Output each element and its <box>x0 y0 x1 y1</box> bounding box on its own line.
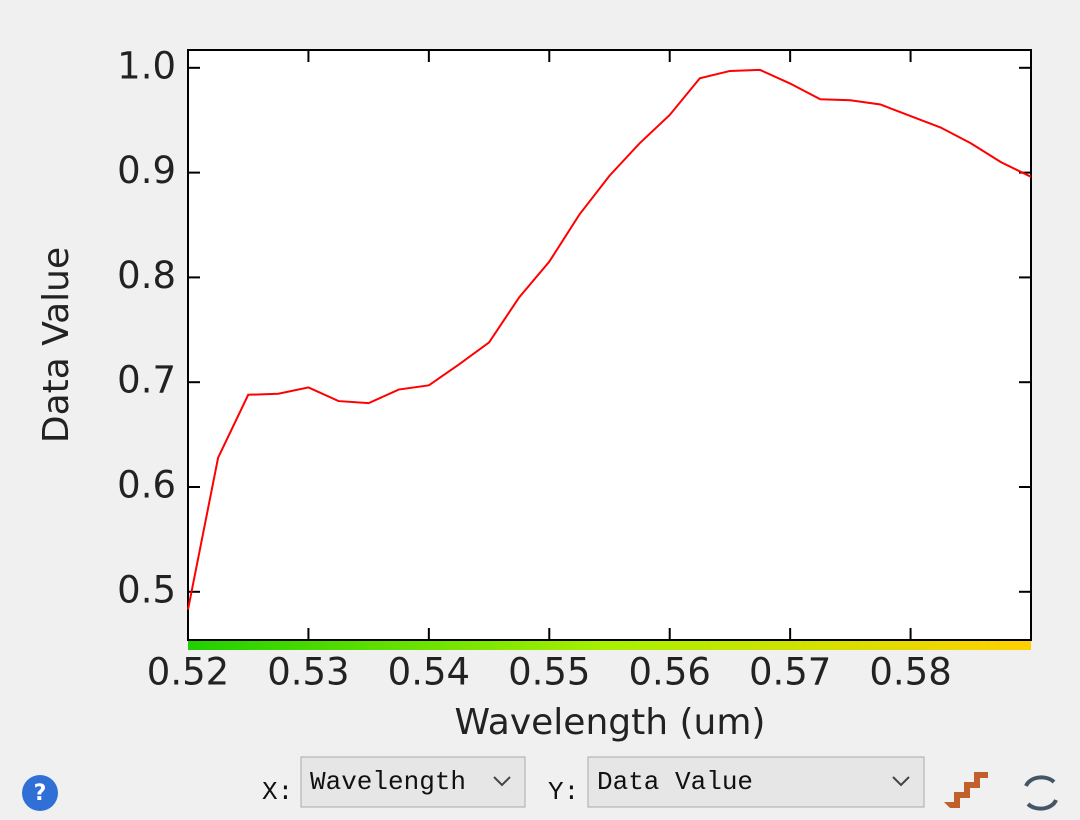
plot-area <box>188 50 1031 640</box>
x-tick-label: 0.53 <box>267 651 349 694</box>
help-icon[interactable] <box>22 775 58 811</box>
x-select[interactable]: Wavelength <box>300 756 526 808</box>
dropdown-arrow <box>892 776 910 787</box>
y-select-value: Data Value <box>597 767 753 797</box>
help-text: ? <box>34 781 47 806</box>
y-tick-label: 0.5 <box>117 568 176 611</box>
y-select-label: Y: <box>548 777 579 807</box>
x-tick-label: 0.52 <box>147 651 229 694</box>
plot-frame <box>187 49 1032 641</box>
x-tick-label: 0.55 <box>508 651 590 694</box>
x-select-value: Wavelength <box>310 767 466 797</box>
x-tick-label: 0.58 <box>869 651 951 694</box>
data-line <box>187 68 1032 610</box>
spectrum-bar <box>188 640 1031 650</box>
stairs-icon[interactable] <box>944 772 988 808</box>
y-tick-label: 0.6 <box>117 463 176 506</box>
x-axis-title: Wavelength (um) <box>455 702 766 743</box>
y-select-box[interactable] <box>587 756 925 808</box>
y-tick-label: 0.7 <box>117 359 176 402</box>
y-tick-label: 0.9 <box>117 149 176 192</box>
y-select[interactable]: Data Value <box>587 756 925 808</box>
x-select-label: X: <box>262 777 293 807</box>
x-tick-label: 0.56 <box>629 651 711 694</box>
x-tick-label: 0.57 <box>749 651 831 694</box>
x-select-box[interactable] <box>300 756 526 808</box>
x-tick-label: 0.54 <box>388 651 470 694</box>
dropdown-arrow <box>493 776 511 787</box>
y-tick-label: 1.0 <box>117 44 176 87</box>
y-axis-title: Data Value <box>36 247 77 443</box>
y-tick-label: 0.8 <box>117 254 176 297</box>
refresh-icon[interactable] <box>1024 775 1058 811</box>
help-button[interactable]: ? <box>22 775 58 811</box>
